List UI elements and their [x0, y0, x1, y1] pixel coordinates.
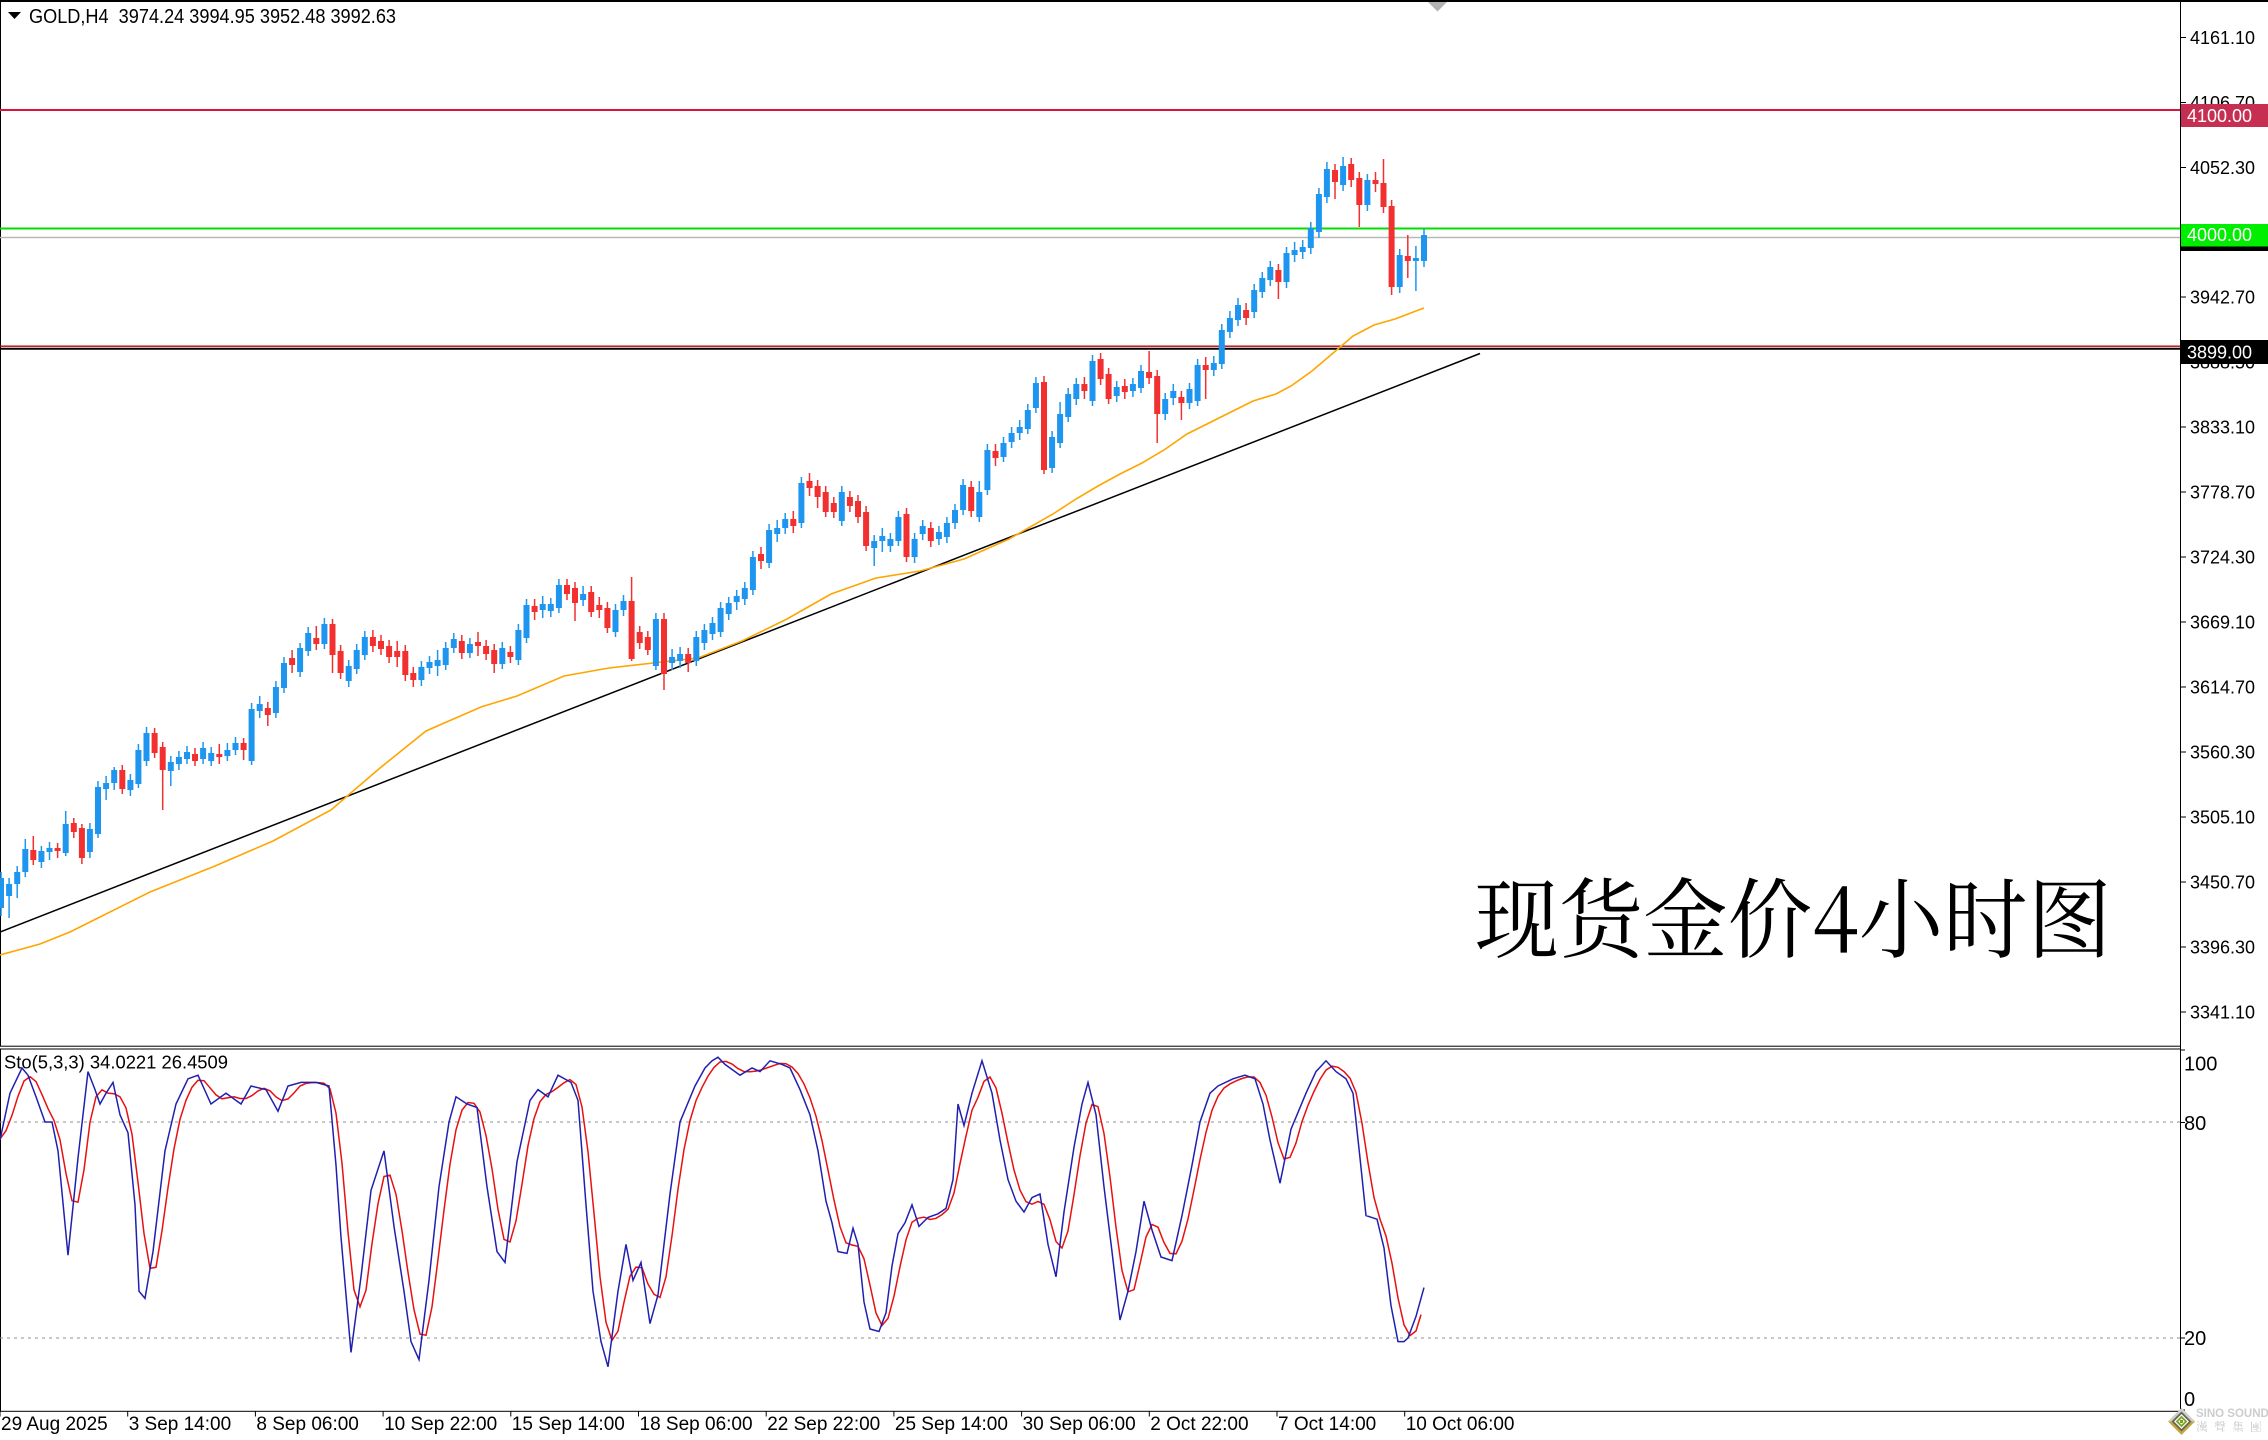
- svg-text:3724.30: 3724.30: [2190, 548, 2255, 568]
- svg-text:4161.10: 4161.10: [2190, 28, 2255, 48]
- svg-text:3396.30: 3396.30: [2190, 938, 2255, 958]
- svg-text:4052.30: 4052.30: [2190, 158, 2255, 178]
- svg-text:2 Oct 22:00: 2 Oct 22:00: [1150, 1414, 1248, 1435]
- svg-text:GOLD,H4 3974.24 3994.95 3952.: GOLD,H4 3974.24 3994.95 3952.48 3992.63: [29, 6, 396, 28]
- svg-text:30 Sep 06:00: 30 Sep 06:00: [1023, 1414, 1136, 1435]
- svg-text:3614.70: 3614.70: [2190, 678, 2255, 698]
- svg-text:SINO SOUND: SINO SOUND: [2196, 1408, 2268, 1420]
- svg-text:0: 0: [2184, 1389, 2195, 1411]
- svg-text:8 Sep 06:00: 8 Sep 06:00: [256, 1414, 358, 1435]
- svg-text:10 Sep 22:00: 10 Sep 22:00: [384, 1414, 497, 1435]
- svg-text:3942.70: 3942.70: [2190, 288, 2255, 308]
- svg-text:Sto(5,3,3) 34.0221 26.4509: Sto(5,3,3) 34.0221 26.4509: [4, 1053, 228, 1073]
- svg-text:22 Sep 22:00: 22 Sep 22:00: [767, 1414, 880, 1435]
- svg-text:4100.00: 4100.00: [2187, 106, 2252, 126]
- svg-text:3450.70: 3450.70: [2190, 873, 2255, 893]
- svg-text:3560.30: 3560.30: [2190, 743, 2255, 763]
- svg-text:29 Aug 2025: 29 Aug 2025: [1, 1414, 108, 1435]
- svg-text:3341.10: 3341.10: [2190, 1003, 2255, 1023]
- svg-text:3669.10: 3669.10: [2190, 613, 2255, 633]
- svg-text:100: 100: [2184, 1054, 2217, 1076]
- svg-text:20: 20: [2184, 1328, 2206, 1350]
- svg-text:3899.00: 3899.00: [2187, 343, 2252, 363]
- svg-text:3833.10: 3833.10: [2190, 418, 2255, 438]
- svg-text:15 Sep 14:00: 15 Sep 14:00: [512, 1414, 625, 1435]
- svg-text:7 Oct 14:00: 7 Oct 14:00: [1278, 1414, 1376, 1435]
- svg-text:3778.70: 3778.70: [2190, 483, 2255, 503]
- svg-text:25 Sep 14:00: 25 Sep 14:00: [895, 1414, 1008, 1435]
- svg-text:3505.10: 3505.10: [2190, 808, 2255, 828]
- svg-text:4000.00: 4000.00: [2187, 225, 2252, 245]
- svg-text:3 Sep 14:00: 3 Sep 14:00: [129, 1414, 231, 1435]
- svg-text:18 Sep 06:00: 18 Sep 06:00: [640, 1414, 753, 1435]
- svg-text:80: 80: [2184, 1113, 2206, 1135]
- svg-text:10 Oct 06:00: 10 Oct 06:00: [1406, 1414, 1515, 1435]
